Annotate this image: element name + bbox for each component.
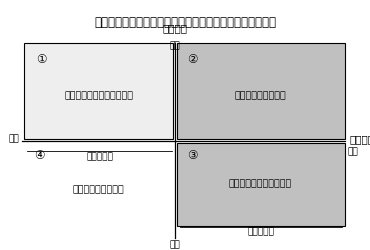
Text: ①: ① xyxy=(36,53,47,66)
Bar xyxy=(177,143,345,226)
Text: 日本での生産・販売: 日本での生産・販売 xyxy=(73,185,124,194)
Text: 中国での生産・販売: 中国での生産・販売 xyxy=(234,92,286,100)
Bar xyxy=(24,43,173,139)
Text: 日本: 日本 xyxy=(169,240,181,249)
Text: 市場候位: 市場候位 xyxy=(350,134,370,144)
Text: 生産候位: 生産候位 xyxy=(162,23,188,33)
Text: 世界の工場: 世界の工場 xyxy=(86,152,113,161)
Text: ④: ④ xyxy=(34,149,44,162)
Text: 図　日系企業の対中ビジネスモデルー工場と市場を軸にー: 図 日系企業の対中ビジネスモデルー工場と市場を軸にー xyxy=(94,16,276,29)
Text: 中国: 中国 xyxy=(347,147,358,156)
Text: ②: ② xyxy=(187,53,198,66)
Text: 中国で生産・日本に逆輸入: 中国で生産・日本に逆輸入 xyxy=(65,92,134,100)
Text: 中国: 中国 xyxy=(169,41,181,50)
Text: 日本で生産・中国へ輸出: 日本で生産・中国へ輸出 xyxy=(228,179,292,188)
Bar xyxy=(177,43,345,139)
Text: 日本: 日本 xyxy=(8,134,19,143)
Text: ③: ③ xyxy=(187,149,198,162)
Text: 世界の市場: 世界の市場 xyxy=(248,228,275,237)
